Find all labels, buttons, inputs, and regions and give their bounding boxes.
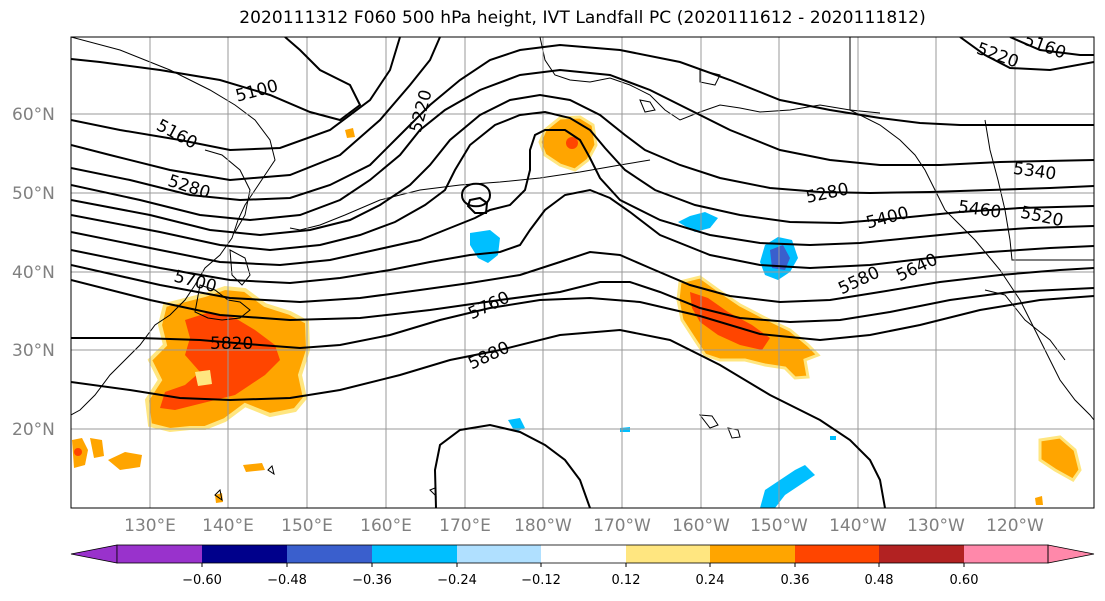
lon-label: 180°W bbox=[514, 516, 572, 536]
colorbar-bin bbox=[626, 545, 710, 563]
colorbar-tick-label: 0.24 bbox=[696, 573, 725, 588]
lon-label: 150°W bbox=[750, 516, 808, 536]
lat-label: 50°N bbox=[12, 184, 55, 204]
latitude-labels: 60°N 50°N 40°N 30°N 20°N bbox=[12, 105, 55, 440]
map-frame bbox=[70, 36, 1095, 509]
colorbar-bin bbox=[964, 545, 1048, 563]
lon-label: 130°E bbox=[124, 516, 176, 536]
colorbar-tick-label: 0.36 bbox=[781, 573, 810, 588]
lon-label: 170°E bbox=[439, 516, 491, 536]
colorbar-bin bbox=[879, 545, 964, 563]
lon-label: 120°W bbox=[986, 516, 1044, 536]
colorbar-bin bbox=[541, 545, 626, 563]
colorbar-bin bbox=[202, 545, 287, 563]
colorbar-lower-extension bbox=[70, 544, 118, 564]
anomaly-core-japan bbox=[160, 312, 280, 410]
colorbar-bin bbox=[457, 545, 541, 563]
colorbar-tick-label: 0.12 bbox=[612, 573, 641, 588]
height-contours bbox=[71, 37, 1094, 508]
positive-anomaly-regions bbox=[72, 115, 1082, 505]
colorbar-tick-label: −0.24 bbox=[437, 573, 477, 588]
colorbar-bin bbox=[372, 545, 457, 563]
colorbar: −0.60 −0.48 −0.36 −0.24 −0.12 0.12 0.24 … bbox=[70, 544, 1095, 588]
anomaly-hole-japan bbox=[195, 370, 212, 386]
lon-label: 140°W bbox=[829, 516, 887, 536]
colorbar-bin bbox=[287, 545, 372, 563]
lon-label: 140°E bbox=[202, 516, 254, 536]
colorbar-tick-label: −0.48 bbox=[267, 573, 307, 588]
colorbar-tick-label: 0.48 bbox=[865, 573, 894, 588]
lon-label: 160°W bbox=[672, 516, 730, 536]
anomaly-core-northeast-pacific bbox=[690, 292, 770, 350]
lat-label: 60°N bbox=[12, 105, 55, 125]
lon-label: 160°E bbox=[360, 516, 412, 536]
contour-label: 5820 bbox=[210, 334, 253, 354]
colorbar-tick-label: −0.60 bbox=[182, 573, 222, 588]
colorbar-tick-label: −0.12 bbox=[521, 573, 561, 588]
colorbar-upper-extension bbox=[1047, 544, 1095, 564]
colorbar-bin bbox=[117, 545, 202, 563]
lon-label: 130°W bbox=[907, 516, 965, 536]
colorbar-tick-label: 0.60 bbox=[950, 573, 979, 588]
map-title: 2020111312 F060 500 hPa height, IVT Land… bbox=[239, 8, 926, 28]
lat-label: 20°N bbox=[12, 420, 55, 440]
colorbar-bin bbox=[795, 545, 879, 563]
longitude-labels: 130°E 140°E 150°E 160°E 170°E 180°W 170°… bbox=[124, 516, 1044, 536]
colorbar-bin bbox=[710, 545, 795, 563]
lon-label: 150°E bbox=[281, 516, 333, 536]
colorbar-tick-label: −0.36 bbox=[352, 573, 392, 588]
lat-label: 30°N bbox=[12, 341, 55, 361]
map-area: 5100 5160 5220 5280 5700 5820 5760 5880 … bbox=[71, 37, 1094, 508]
lat-label: 40°N bbox=[12, 263, 55, 283]
lon-label: 170°W bbox=[593, 516, 651, 536]
